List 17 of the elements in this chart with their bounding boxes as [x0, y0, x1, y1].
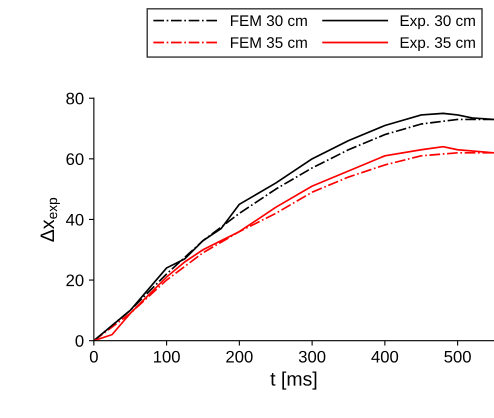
y-tick-label: 60	[66, 153, 84, 166]
legend-label: FEM 30 cm	[230, 15, 307, 26]
x-tick-label: 100	[154, 350, 180, 363]
x-tick-label: 500	[444, 350, 471, 363]
x-tick-label: 200	[226, 350, 253, 363]
x-axis-title: t [ms]	[270, 371, 316, 390]
y-tick-label: 40	[66, 214, 84, 226]
x-tick-label: 300	[298, 350, 326, 363]
y-tick-label: 20	[66, 274, 84, 286]
legend-label: Exp. 35 cm	[400, 37, 475, 51]
x-tick-label: 0	[90, 350, 98, 363]
x-tick-label: 400	[371, 350, 398, 363]
y-tick-label: 0	[76, 335, 84, 347]
y-tick-label: 80	[66, 92, 84, 104]
legend-label: FEM 35 cm	[230, 37, 307, 48]
y-axis-title: Δx$_{exp}$	[40, 198, 60, 242]
legend-label: Exp. 30 cm	[400, 15, 475, 30]
